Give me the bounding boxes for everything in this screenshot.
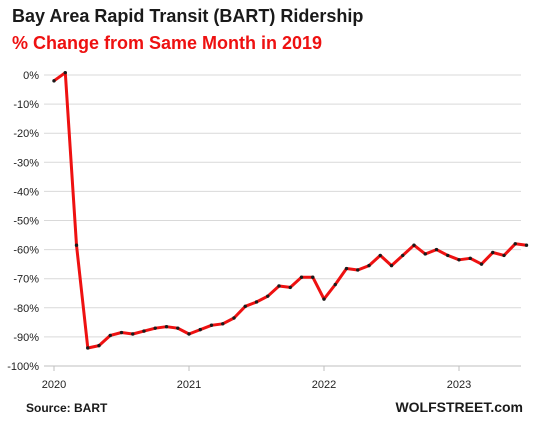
data-point	[457, 258, 461, 262]
data-point	[524, 243, 529, 247]
x-tick-label: 2023	[447, 379, 471, 391]
y-tick-label: -80%	[13, 303, 39, 315]
chart-title: Bay Area Rapid Transit (BART) Ridership	[12, 6, 364, 26]
gridlines	[44, 74, 521, 338]
data-point	[277, 284, 281, 288]
data-point	[74, 243, 79, 247]
data-point	[513, 242, 517, 246]
data-point	[209, 323, 214, 327]
y-axis-ticks: 0% -10% -20% -30% -40% -50% -60% -70% -80% -90% -1…	[7, 70, 39, 373]
data-point	[479, 262, 484, 266]
brand-label: WOLFSTREET.com	[395, 399, 523, 415]
y-tick-label: -100%	[7, 361, 39, 373]
data-point	[254, 300, 259, 304]
data-point	[63, 70, 67, 75]
y-tick-label: -50%	[13, 216, 39, 228]
data-point	[299, 275, 304, 279]
data-point	[142, 329, 146, 333]
data-point	[131, 332, 135, 336]
x-tick-label: 2020	[42, 379, 66, 391]
data-point	[423, 252, 427, 256]
data-point	[187, 332, 191, 336]
y-tick-label: -60%	[13, 245, 39, 257]
data-point	[491, 250, 495, 255]
data-point	[434, 247, 439, 252]
data-point	[389, 263, 394, 268]
data-point	[333, 282, 337, 287]
data-point	[288, 285, 292, 290]
data-point	[468, 256, 472, 261]
data-point	[446, 253, 450, 258]
data-point	[221, 322, 225, 326]
data-point	[176, 326, 180, 330]
series-line	[53, 71, 527, 350]
data-point	[378, 253, 382, 258]
data-point	[243, 304, 247, 309]
data-point	[502, 253, 506, 258]
data-point	[153, 326, 157, 330]
data-point	[412, 243, 416, 247]
y-tick-label: -30%	[13, 157, 39, 169]
chart-subtitle: % Change from Same Month in 2019	[12, 33, 323, 53]
y-tick-label: -10%	[13, 99, 39, 111]
data-point	[356, 268, 360, 272]
x-tick-label: 2021	[177, 379, 201, 391]
data-point	[344, 266, 349, 271]
data-point	[198, 327, 202, 332]
series-layer	[52, 70, 529, 350]
data-point	[108, 333, 112, 338]
data-point	[322, 297, 326, 301]
x-tick-label: 2022	[312, 379, 336, 391]
x-axis-ticks: 2020 2021 2022 2023	[42, 366, 471, 391]
data-point	[401, 253, 405, 258]
source-label: Source: BART	[26, 401, 108, 415]
data-point	[367, 263, 371, 268]
data-point	[119, 330, 124, 335]
data-point	[311, 275, 315, 279]
data-point	[97, 343, 101, 348]
data-point	[266, 294, 270, 298]
y-tick-label: -20%	[13, 128, 39, 140]
data-point	[232, 316, 236, 320]
y-tick-label: 0%	[23, 70, 39, 82]
data-point	[164, 325, 169, 329]
y-tick-label: -70%	[13, 274, 39, 286]
y-tick-label: -90%	[13, 332, 39, 344]
data-point	[86, 346, 90, 350]
data-point	[52, 79, 56, 83]
y-tick-label: -40%	[13, 186, 39, 198]
